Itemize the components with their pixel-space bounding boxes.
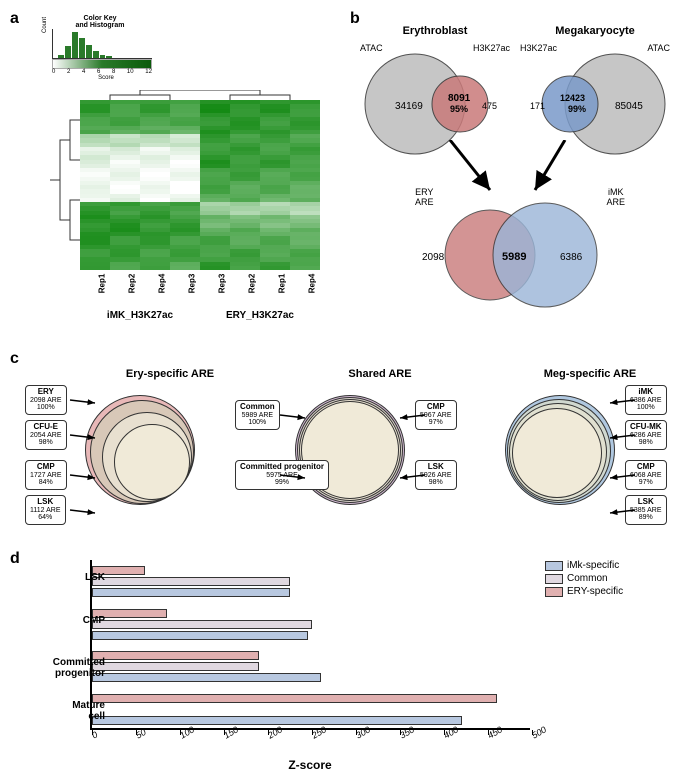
panel-c: Ery-specific AREERY2098 ARE100%CFU-E2054… <box>10 350 675 530</box>
venn-meg-atac-label: ATAC <box>647 43 670 53</box>
venn-ery-atac-label: ATAC <box>360 43 383 53</box>
venn-meg-h3k27ac-label: H3K27ac <box>520 43 557 53</box>
bar-chart-ylabel: LSK <box>5 572 105 583</box>
heatmap-group-imk: iMK_H3K27ac <box>80 310 200 321</box>
dendrogram-left <box>50 100 80 270</box>
venn-are: ERY ARE iMK ARE 2098 5989 6386 <box>420 195 620 320</box>
bar <box>92 651 259 660</box>
venn-are-rightonly: 6386 <box>560 252 583 263</box>
venn-meg-overlap-pct: 99% <box>568 104 586 114</box>
bar <box>92 577 290 586</box>
bar <box>92 662 259 671</box>
venn-are-leftonly: 2098 <box>422 252 445 263</box>
bar-chart-ylabel: Mature cell <box>5 700 105 722</box>
venn-are-overlap: 5989 <box>502 251 526 263</box>
legend-item: Common <box>545 573 623 584</box>
venn-meg-overlap: 12423 <box>560 93 585 103</box>
venn-arrows <box>350 140 675 200</box>
bar-chart-xticks: 050100150200250300350400450500 <box>90 732 530 742</box>
venn-meg-leftonly: 171 <box>530 101 545 111</box>
venn-are-imk-label: iMK ARE <box>606 187 625 207</box>
color-key-ylabel: Count <box>42 17 48 33</box>
dendrogram-top <box>80 90 320 100</box>
bar-chart-ylabel: Committed progenitor <box>5 657 105 679</box>
panel-d: 050100150200250300350400450500 Z-score i… <box>10 550 675 770</box>
venn-are-ery-label: ERY ARE <box>415 187 434 207</box>
color-key-title: Color Keyand Histogram <box>40 15 160 29</box>
legend-item: iMk-specific <box>545 560 623 571</box>
panel-a: Color Keyand Histogram Count 024681012 S… <box>10 10 340 330</box>
bar <box>92 588 290 597</box>
bar-chart-xtitle: Z-score <box>90 758 530 772</box>
venn-ery-title: Erythroblast <box>360 25 510 37</box>
panel-b: Erythroblast ATAC H3K27ac 34169 8091 95%… <box>350 10 675 330</box>
heatmap-group-ery: ERY_H3K27ac <box>200 310 320 321</box>
legend-item: ERY-specific <box>545 586 623 597</box>
venn-ery-leftonly: 34169 <box>395 101 423 112</box>
bar <box>92 631 308 640</box>
bar <box>92 716 462 725</box>
venn-ery-h3k27ac-label: H3K27ac <box>473 43 510 53</box>
bar-chart <box>90 560 530 730</box>
bar <box>92 694 497 703</box>
venn-meg-title: Megakaryocyte <box>520 25 670 37</box>
venn-ery-overlap-pct: 95% <box>450 104 468 114</box>
heatmap-column-labels: Rep1Rep2Rep4Rep3Rep3Rep2Rep1Rep4 <box>80 272 320 295</box>
bar <box>92 673 321 682</box>
heatmap <box>80 100 320 270</box>
bar-chart-legend: iMk-specific Common ERY-specific <box>545 560 623 599</box>
venn-ery-overlap: 8091 <box>448 93 471 104</box>
color-key: Color Keyand Histogram Count 024681012 S… <box>40 15 160 85</box>
bar-chart-ylabel: CMP <box>5 615 105 626</box>
venn-ery-rightonly: 475 <box>482 101 497 111</box>
color-key-xlabel: Score <box>52 75 160 81</box>
venn-meg-rightonly: 85045 <box>615 101 643 112</box>
color-key-gradient <box>52 59 152 69</box>
color-key-histogram <box>52 29 152 59</box>
bar <box>92 620 312 629</box>
heatmap-group-labels: iMK_H3K27ac ERY_H3K27ac <box>80 310 320 321</box>
